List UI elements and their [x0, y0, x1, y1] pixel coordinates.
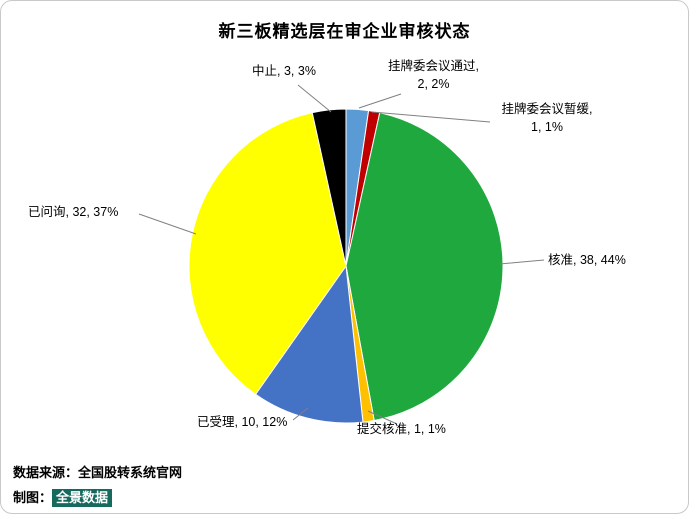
data-source-text: 数据来源：全国股转系统官网 [13, 465, 183, 480]
leader-line [499, 259, 545, 265]
slice-label-accepted: 已受理, 10, 12% [197, 415, 288, 429]
credit-name: 全景数据 [52, 489, 113, 507]
slice-label-inquired: 已问询, 32, 37% [28, 205, 119, 219]
slice-label-listing-committee-postponed: 挂牌委会议暂缓, 1, 1% [501, 102, 593, 134]
leader-line [358, 93, 402, 109]
leader-line [292, 407, 309, 421]
leader-line [297, 84, 332, 113]
pie-slice-4 [254, 264, 364, 424]
leader-lines [138, 84, 545, 425]
pie-slice-2 [345, 112, 504, 422]
leader-line [371, 111, 491, 123]
slice-label-suspended: 中止, 3, 3% [252, 64, 316, 78]
pie-slice-5 [188, 112, 347, 396]
slice-label-submitted-for-approval: 提交核准, 1, 1% [357, 422, 446, 436]
slice-label-listing-committee-passed: 挂牌委会议通过, 2, 2% [388, 59, 479, 91]
credit-line: 制图： 全景数据 [13, 487, 113, 507]
leader-line [367, 410, 398, 425]
chart-title: 新三板精选层在审企业审核状态 [218, 22, 471, 41]
leader-line [138, 213, 197, 235]
credit-prefix: 制图： [13, 490, 53, 505]
pie [188, 108, 504, 424]
slice-label-approved: 核准, 38, 44% [548, 253, 626, 267]
